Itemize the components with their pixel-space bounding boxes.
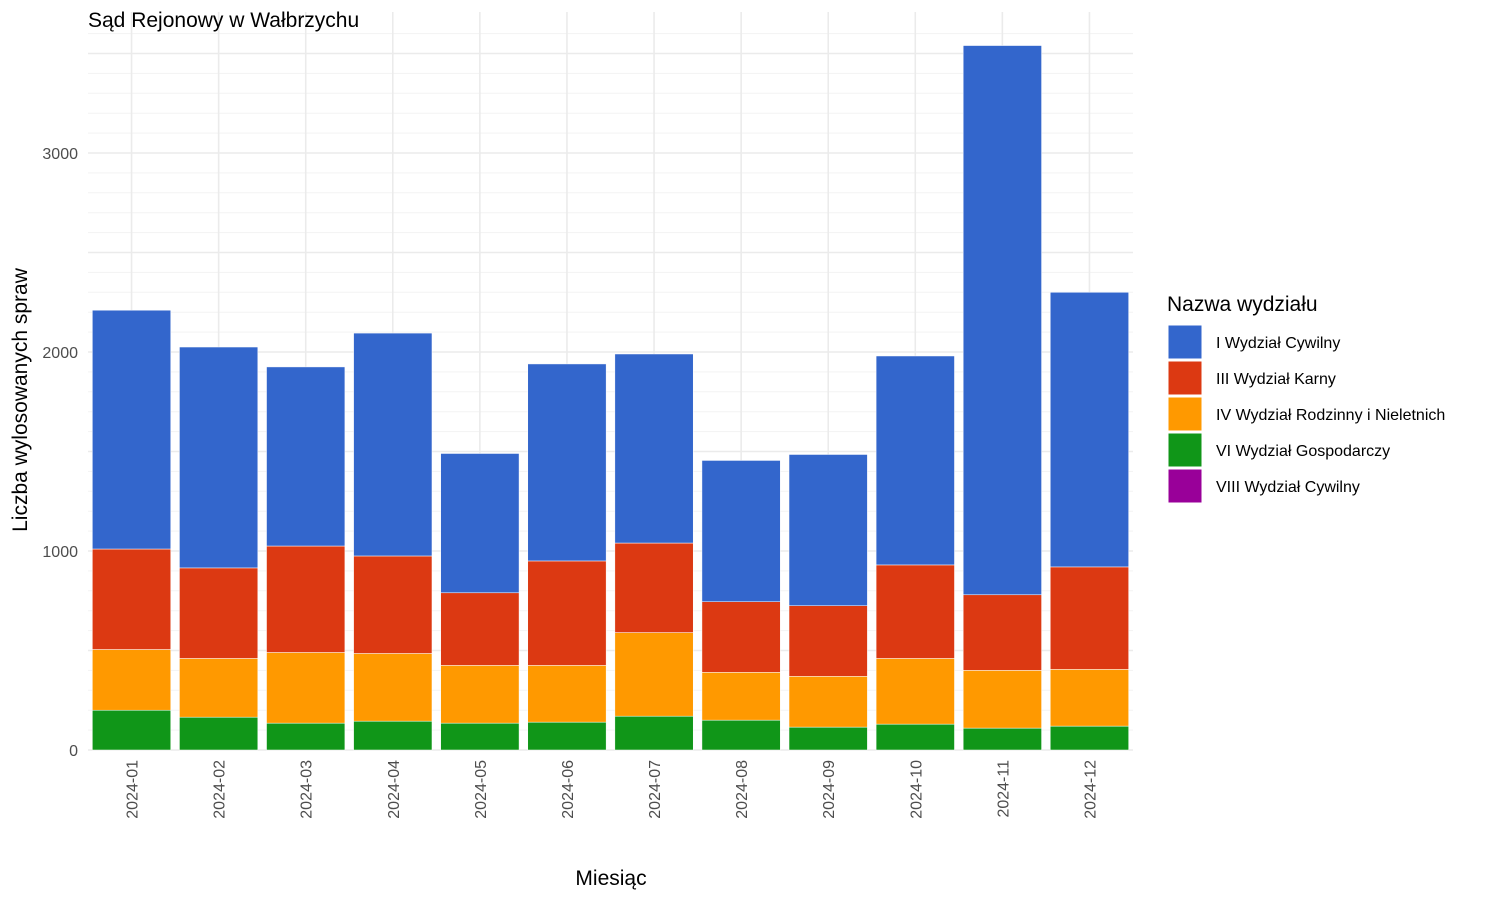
bar-segment	[92, 649, 171, 711]
bar-segment	[266, 652, 346, 724]
legend-label: VI Wydział Gospodarczy	[1216, 443, 1390, 460]
x-tick-label: 2024-01	[125, 760, 142, 819]
y-tick-label: 0	[69, 743, 78, 760]
legend-swatch	[1167, 396, 1203, 432]
legend-label: VIII Wydział Cywilny	[1216, 479, 1360, 496]
y-tick-label: 2000	[42, 345, 78, 362]
legend-swatch	[1167, 432, 1203, 468]
bar-segment	[527, 560, 607, 666]
bar-segment	[179, 567, 259, 659]
bar-segment	[614, 715, 694, 751]
bar-segment	[701, 601, 781, 673]
bar-segment	[179, 658, 259, 718]
bar-segment	[875, 564, 955, 659]
bar-segment	[1050, 669, 1129, 727]
bar-segment	[266, 545, 346, 653]
bar-segment	[92, 709, 171, 751]
y-axis-title: Liczba wylosowanych spraw	[9, 267, 32, 532]
x-tick-label: 2024-12	[1082, 760, 1099, 819]
bar-segment	[440, 722, 520, 751]
bar-segment	[875, 355, 955, 566]
bar-segment	[179, 346, 259, 569]
bar-segment	[701, 672, 781, 721]
bar-segment	[614, 542, 694, 633]
bar-segment	[353, 332, 433, 557]
bars	[92, 45, 1129, 751]
bar-segment	[92, 309, 171, 550]
x-axis-ticks: 2024-01 2024-02 2024-03 2024-04 2024-05 2024-…	[125, 760, 1100, 819]
bar-segment	[527, 721, 607, 751]
legend-swatch	[1167, 324, 1203, 360]
x-tick-label: 2024-02	[212, 760, 229, 819]
y-tick-label: 3000	[42, 146, 78, 163]
bar-segment	[875, 658, 955, 725]
bar-segment	[962, 727, 1042, 751]
bar-segment	[788, 605, 868, 677]
legend-label: I Wydział Cywilny	[1216, 335, 1340, 352]
x-tick-label: 2024-07	[647, 760, 664, 819]
bar-segment	[875, 723, 955, 751]
legend-label: IV Wydział Rodzinny i Nieletnich	[1216, 407, 1445, 424]
bar-segment	[788, 454, 868, 606]
y-tick-label: 1000	[42, 544, 78, 561]
bar-segment	[353, 653, 433, 722]
bar-segment	[440, 453, 520, 594]
y-axis-ticks: 0 1000 2000 3000	[42, 146, 78, 760]
legend-title: Nazwa wydziału	[1167, 293, 1318, 316]
bar-segment	[353, 720, 433, 751]
x-tick-label: 2024-05	[473, 760, 490, 819]
x-tick-label: 2024-09	[821, 760, 838, 819]
chart-title: Sąd Rejonowy w Wałbrzychu	[88, 9, 359, 32]
bar-segment	[92, 548, 171, 650]
x-axis-title: Miesiąc	[575, 867, 646, 890]
bar-segment	[527, 665, 607, 723]
x-tick-label: 2024-04	[386, 760, 403, 819]
legend-label: III Wydział Karny	[1216, 371, 1336, 388]
bar-segment	[962, 45, 1042, 596]
bar-segment	[527, 363, 607, 562]
bar-segment	[701, 460, 781, 602]
x-tick-label: 2024-06	[560, 760, 577, 819]
bar-segment	[962, 594, 1042, 671]
bar-segment	[614, 353, 694, 544]
bar-segment	[353, 555, 433, 654]
x-tick-label: 2024-08	[734, 760, 751, 819]
bar-segment	[266, 366, 346, 547]
x-tick-label: 2024-03	[299, 760, 316, 819]
bar-segment	[614, 632, 694, 717]
x-tick-label: 2024-11	[995, 760, 1012, 818]
bar-segment	[1050, 725, 1129, 751]
bar-segment	[788, 726, 868, 751]
bar-segment	[1050, 292, 1129, 568]
bar-segment	[701, 719, 781, 751]
bar-segment	[179, 716, 259, 751]
bar-segment	[266, 722, 346, 751]
x-tick-label: 2024-10	[908, 760, 925, 819]
bar-segment	[440, 592, 520, 666]
bar-segment	[962, 670, 1042, 729]
legend: Nazwa wydziału I Wydział Cywilny III Wydz…	[1167, 293, 1445, 504]
legend-swatch	[1167, 468, 1203, 504]
legend-swatch	[1167, 360, 1203, 396]
bar-segment	[788, 676, 868, 728]
bar-segment	[1050, 566, 1129, 670]
bar-segment	[440, 665, 520, 724]
